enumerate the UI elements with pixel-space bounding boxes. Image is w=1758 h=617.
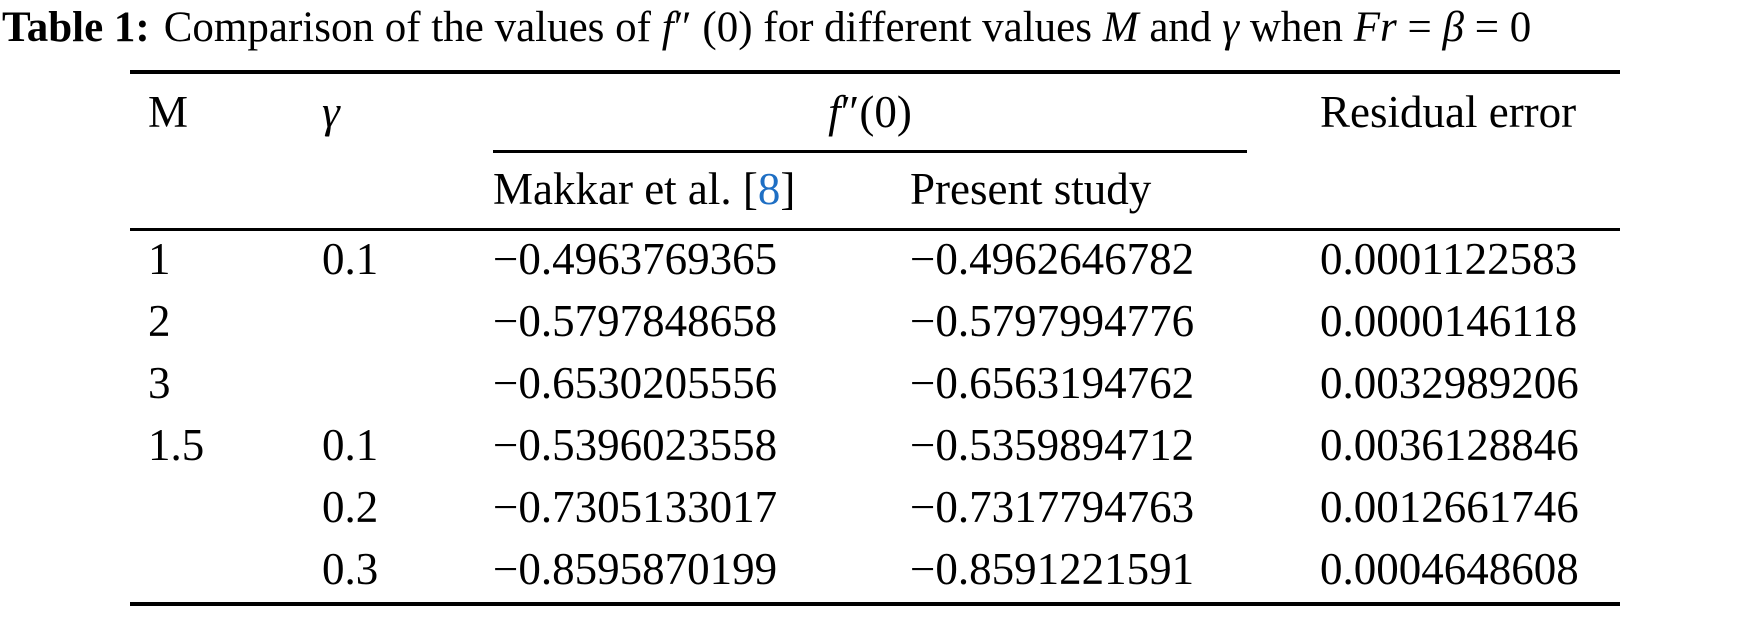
citation-link[interactable]: 8: [757, 164, 781, 214]
cell-makkar: −0.7305133017: [493, 482, 778, 532]
cell-makkar: −0.6530205556: [493, 358, 778, 408]
f0-rest: (0): [859, 87, 912, 137]
cell-makkar: −0.5396023558: [493, 420, 778, 470]
caption-text-5: =: [1396, 4, 1443, 51]
cell-present: −0.8591221591: [910, 544, 1195, 594]
caption-text-4: when: [1239, 4, 1354, 51]
table-body: 1 0.1 −0.4963769365 −0.4962646782 0.0001…: [130, 228, 1620, 600]
cell-makkar: −0.4963769365: [493, 234, 778, 284]
table-row: 1 0.1 −0.4963769365 −0.4962646782 0.0001…: [130, 228, 1620, 290]
cell-present: −0.7317794763: [910, 482, 1195, 532]
cell-present: −0.6563194762: [910, 358, 1195, 408]
table-bottom-rule: [130, 602, 1620, 606]
table-row: 0.2 −0.7305133017 −0.7317794763 0.001266…: [130, 476, 1620, 538]
cell-present: −0.5359894712: [910, 420, 1195, 470]
col-header-present: Present study: [910, 164, 1152, 214]
header-row-sub: Makkar et al. [8] Present study: [130, 153, 1620, 225]
f0-prime: ″: [840, 87, 860, 137]
cell-residual: 0.0004648608: [1320, 544, 1579, 594]
caption-prime: ″: [673, 4, 692, 51]
caption-var-beta: β: [1442, 4, 1464, 51]
caption-var-f: f: [661, 4, 674, 51]
table-row: 2 −0.5797848658 −0.5797994776 0.00001461…: [130, 290, 1620, 352]
header-row-top: M γ Residual error: [130, 74, 1620, 150]
col-header-f0: f ″ (0): [493, 74, 1247, 150]
cell-m: 2: [148, 296, 171, 346]
cell-gamma: 0.3: [322, 544, 379, 594]
makkar-label-post: ]: [780, 164, 796, 214]
col-header-gamma: γ: [322, 87, 340, 137]
cell-m: 1: [148, 234, 171, 284]
caption-label: Table 1:: [2, 4, 150, 51]
data-table: M γ Residual error f ″ (0) Makkar et al. …: [130, 70, 1620, 610]
table-row: 3 −0.6530205556 −0.6563194762 0.00329892…: [130, 352, 1620, 414]
caption-text-1: Comparison of the values of: [163, 4, 662, 51]
cell-residual: 0.0032989206: [1320, 358, 1579, 408]
cell-residual: 0.0001122583: [1320, 234, 1578, 284]
cell-residual: 0.0012661746: [1320, 482, 1579, 532]
header-body-rule: [130, 228, 1620, 231]
cell-residual: 0.0036128846: [1320, 420, 1579, 470]
caption-var-gamma: γ: [1222, 4, 1240, 51]
f0-spanner-rule: [493, 150, 1247, 153]
cell-m: 1.5: [148, 420, 205, 470]
makkar-label-pre: Makkar et al. [: [493, 164, 758, 214]
table-top-rule: [130, 70, 1620, 74]
table-row: 0.3 −0.8595870199 −0.8591221591 0.000464…: [130, 538, 1620, 600]
cell-makkar: −0.5797848658: [493, 296, 778, 346]
caption-text-2: (0) for different values: [691, 4, 1103, 51]
cell-gamma: 0.2: [322, 482, 379, 532]
f0-var: f: [828, 87, 841, 137]
caption-var-m: M: [1102, 4, 1139, 51]
cell-residual: 0.0000146118: [1320, 296, 1578, 346]
cell-gamma: 0.1: [322, 234, 379, 284]
cell-makkar: −0.8595870199: [493, 544, 778, 594]
cell-present: −0.5797994776: [910, 296, 1195, 346]
col-header-makkar: Makkar et al. [8]: [493, 163, 795, 215]
col-header-residual: Residual error: [1320, 87, 1577, 137]
table-row: 1.5 0.1 −0.5396023558 −0.5359894712 0.00…: [130, 414, 1620, 476]
caption-text-6: = 0: [1463, 4, 1532, 51]
cell-m: 3: [148, 358, 171, 408]
caption-text-3: and: [1138, 4, 1223, 51]
cell-gamma: 0.1: [322, 420, 379, 470]
caption-var-fr: Fr: [1353, 4, 1397, 51]
cell-present: −0.4962646782: [910, 234, 1195, 284]
col-header-m: M: [148, 87, 189, 137]
table-caption: Table 1: Comparison of the values of f″ (…: [2, 2, 1758, 54]
